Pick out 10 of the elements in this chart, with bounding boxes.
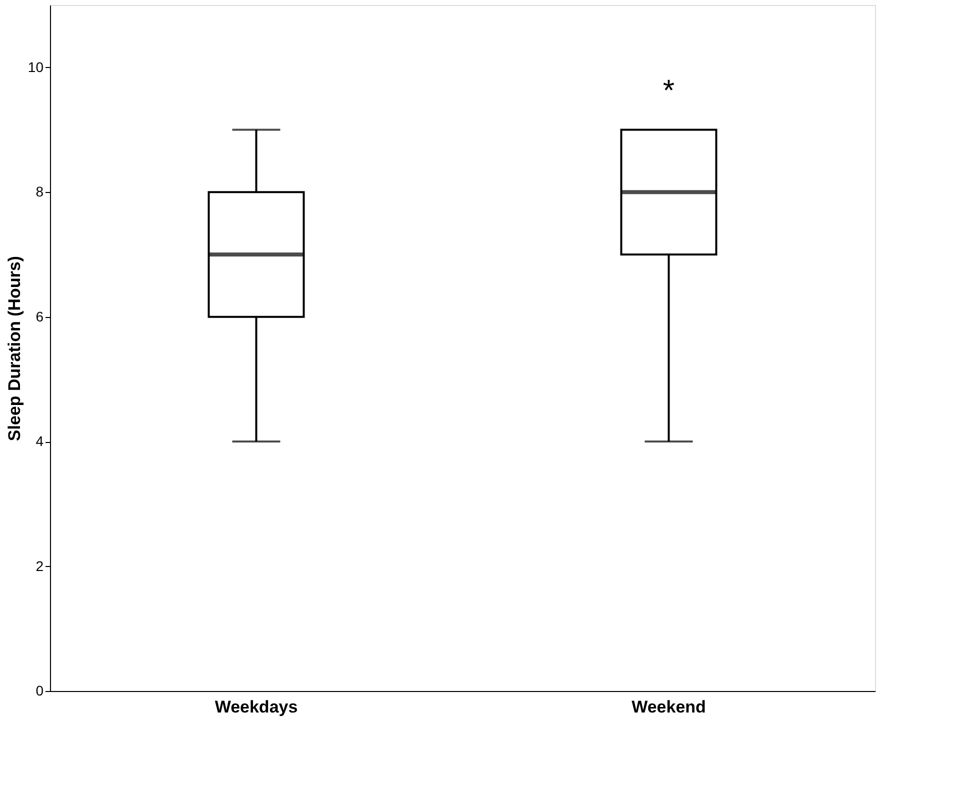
annotation: *	[662, 74, 675, 108]
y-tick-label: 4	[36, 433, 44, 450]
y-tick-label: 10	[28, 58, 44, 75]
y-tick-label: 0	[36, 682, 44, 698]
y-axis-title: Sleep Duration (Hours)	[4, 256, 24, 442]
y-tick-label: 2	[36, 558, 44, 574]
x-tick-label: Weekdays	[214, 698, 298, 716]
y-tick-label: 8	[36, 184, 44, 200]
x-tick-label: Weekend	[632, 698, 706, 716]
y-tick-label: 6	[36, 308, 44, 324]
